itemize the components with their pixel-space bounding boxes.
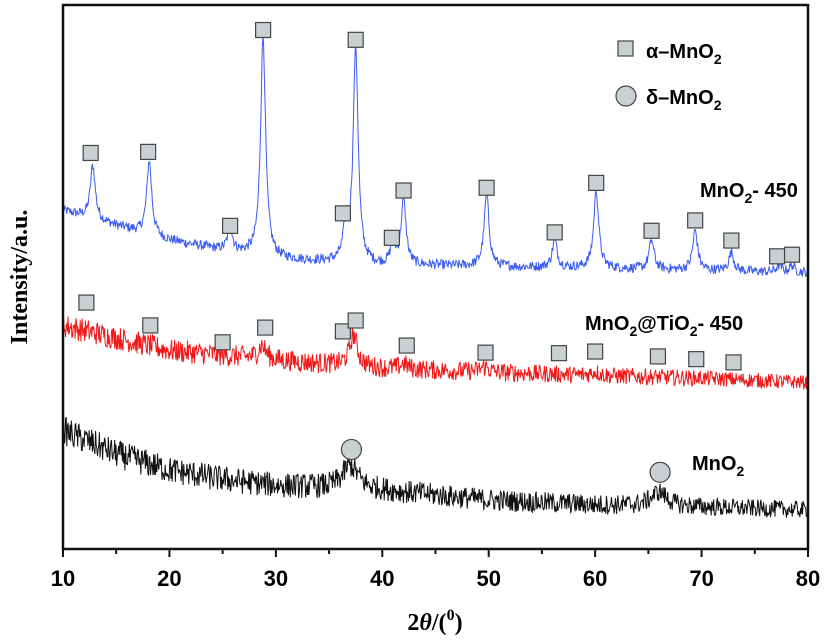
series-line-2 xyxy=(62,416,809,518)
x-ticks: 10 20 30 40 50 60 70 80 xyxy=(51,549,820,591)
alpha-mno2-marker xyxy=(398,337,415,354)
alpha-mno2-marker xyxy=(588,174,605,191)
curves xyxy=(62,36,809,518)
series-line-0 xyxy=(62,36,809,278)
x-tick-label: 60 xyxy=(583,566,607,591)
legend: α–MnO2 δ–MnO2 xyxy=(615,40,722,113)
x-tick-label: 80 xyxy=(796,566,820,591)
legend-square-marker xyxy=(617,40,634,57)
x-tick-label: 50 xyxy=(476,566,500,591)
x-tick-label: 40 xyxy=(370,566,394,591)
alpha-mno2-marker xyxy=(546,224,563,241)
alpha-mno2-marker xyxy=(769,248,786,265)
alpha-mno2-marker xyxy=(688,351,705,368)
alpha-mno2-marker xyxy=(142,317,159,334)
delta-mno2-marker xyxy=(340,438,363,461)
alpha-mno2-marker xyxy=(383,229,400,246)
alpha-mno2-marker xyxy=(254,21,272,39)
alpha-mno2-marker xyxy=(395,182,412,199)
legend-circle-marker xyxy=(615,85,637,107)
series-label-mno2: MnO2 xyxy=(692,453,744,479)
x-tick-label: 70 xyxy=(689,566,713,591)
alpha-mno2-marker xyxy=(257,319,274,336)
alpha-mno2-marker xyxy=(643,222,660,239)
alpha-mno2-marker xyxy=(649,348,667,365)
alpha-mno2-marker xyxy=(478,179,495,196)
legend-delta: δ–MnO2 xyxy=(646,87,722,113)
alpha-mno2-marker xyxy=(477,344,494,361)
alpha-mno2-marker xyxy=(334,323,352,340)
alpha-mno2-marker xyxy=(334,205,352,222)
alpha-mno2-marker xyxy=(78,294,95,311)
alpha-mno2-marker xyxy=(687,212,704,229)
x-tick-label: 10 xyxy=(51,566,75,591)
alpha-mno2-marker xyxy=(550,345,568,362)
alpha-mno2-marker xyxy=(783,246,801,263)
series-line-1 xyxy=(62,316,809,390)
alpha-mno2-marker xyxy=(723,232,740,249)
alpha-mno2-marker xyxy=(725,354,742,371)
alpha-mno2-marker xyxy=(82,144,99,162)
alpha-mno2-marker xyxy=(214,334,231,351)
x-tick-label: 30 xyxy=(264,566,288,591)
legend-alpha: α–MnO2 xyxy=(646,41,722,67)
series-label-mno2-450: MnO2- 450 xyxy=(700,180,798,206)
delta-mno2-marker xyxy=(649,461,671,483)
x-axis-label: 2θ/(0) xyxy=(407,607,462,636)
x-tick-label: 20 xyxy=(157,566,181,591)
phase-markers xyxy=(78,21,801,483)
alpha-mno2-marker xyxy=(347,312,364,329)
alpha-mno2-marker xyxy=(221,217,239,234)
alpha-mno2-marker xyxy=(347,31,364,48)
series-label-mno2-tio2-450: MnO2@TiO2- 450 xyxy=(585,313,743,339)
y-axis-label: Intensity/a.u. xyxy=(7,210,33,345)
alpha-mno2-marker xyxy=(587,343,604,360)
alpha-mno2-marker xyxy=(140,143,157,160)
